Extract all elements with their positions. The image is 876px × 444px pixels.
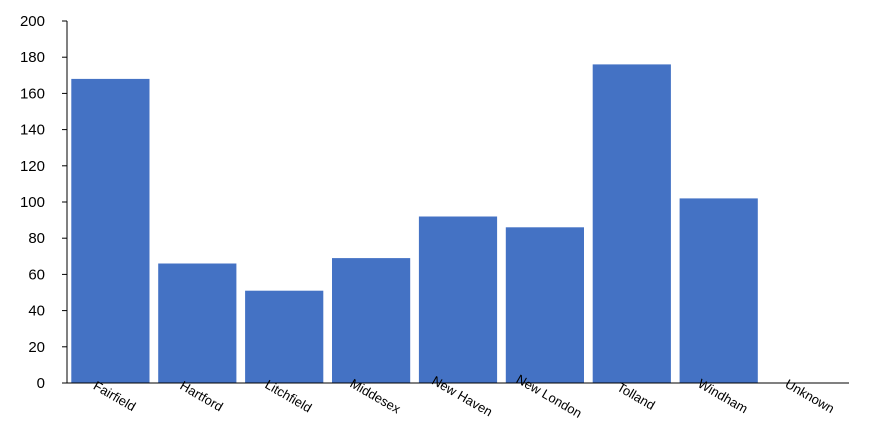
y-tick-label: 40 [28, 303, 45, 320]
x-category-label: Tolland [614, 379, 657, 413]
y-tick-label: 60 [28, 266, 45, 283]
y-axis-ticks: 0 20 40 60 80 100 120 140 160 180 200 [20, 13, 67, 392]
bar-fairfield [71, 78, 150, 384]
y-tick-label: 180 [20, 49, 45, 66]
bar-middesex [332, 258, 411, 383]
y-tick-label: 160 [20, 85, 45, 102]
y-tick-label: 80 [28, 230, 45, 247]
y-tick-label: 200 [20, 13, 45, 30]
bar-new-haven [418, 216, 498, 383]
bars-group [71, 64, 758, 384]
bar-new-london [505, 227, 584, 383]
bar-tolland [592, 64, 671, 384]
y-tick-label: 120 [20, 158, 45, 175]
y-tick-label: 100 [20, 194, 45, 211]
bar-litchfield [245, 290, 324, 383]
y-tick-label: 0 [37, 375, 45, 392]
bar-windham [679, 198, 758, 383]
y-tick-label: 20 [28, 339, 45, 356]
x-category-label: Unknown [783, 376, 837, 416]
y-tick-label: 140 [20, 122, 45, 139]
bar-hartford [158, 263, 237, 383]
